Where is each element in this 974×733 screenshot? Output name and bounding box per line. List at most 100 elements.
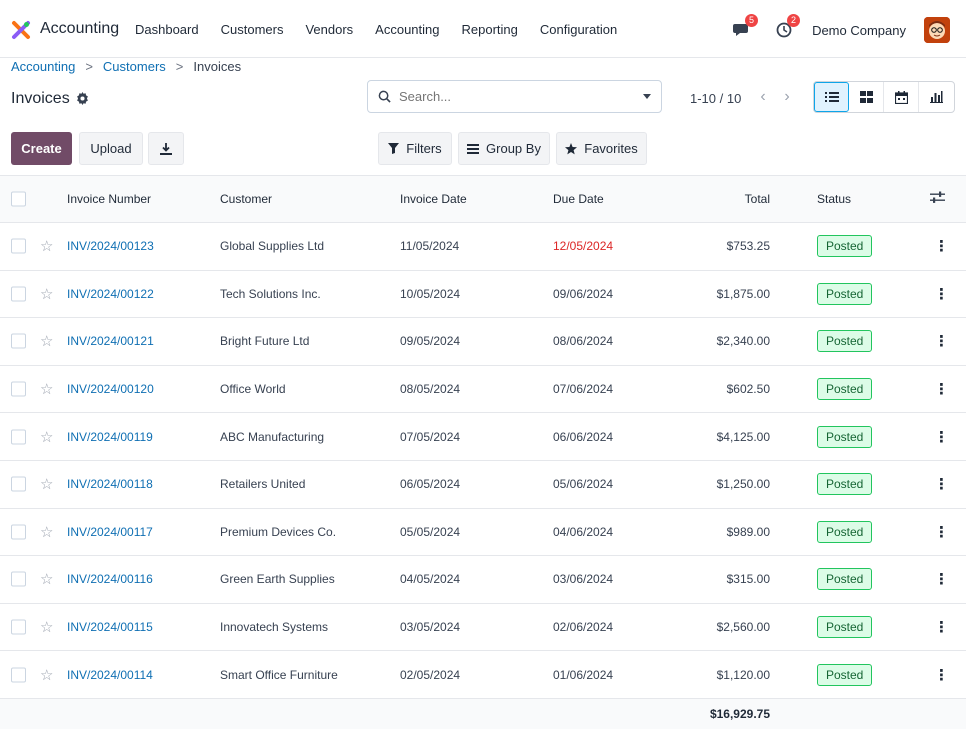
row-actions-kebab-icon[interactable]: ⋮ (934, 619, 949, 637)
table-row[interactable]: ☆ INV/2024/00115 Innovatech Systems 03/05/2… (0, 604, 966, 652)
table-row[interactable]: ☆ INV/2024/00121 Bright Future Ltd 09/05/20… (0, 318, 966, 366)
table-row[interactable]: ☆ INV/2024/00118 Retailers United 06/05/202… (0, 461, 966, 509)
table-row[interactable]: ☆ INV/2024/00114 Smart Office Furniture 02/… (0, 651, 966, 699)
row-actions-kebab-icon[interactable]: ⋮ (934, 571, 949, 589)
menu-vendors[interactable]: Vendors (305, 22, 354, 37)
row-actions-kebab-icon[interactable]: ⋮ (934, 666, 949, 684)
due-date: 04/06/2024 (553, 524, 614, 539)
group-by-label: Group By (486, 141, 541, 156)
table-row[interactable]: ☆ INV/2024/00116 Green Earth Supplies 04/05… (0, 556, 966, 604)
company-switcher[interactable]: Demo Company (812, 22, 906, 38)
row-actions-kebab-icon[interactable]: ⋮ (934, 523, 949, 541)
invoice-number[interactable]: INV/2024/00120 (67, 382, 154, 397)
header-invoice-date[interactable]: Invoice Date (400, 192, 467, 206)
status-badge: Posted (817, 378, 873, 401)
invoice-date: 09/05/2024 (400, 334, 461, 349)
row-checkbox[interactable] (11, 476, 26, 492)
row-checkbox[interactable] (11, 524, 26, 540)
download-icon (160, 142, 172, 155)
status-badge: Posted (817, 568, 873, 591)
table-row[interactable]: ☆ INV/2024/00120 Office World 08/05/2024 07/… (0, 366, 966, 414)
star-icon[interactable]: ☆ (40, 666, 54, 684)
row-checkbox[interactable] (11, 238, 26, 254)
app-name[interactable]: Accounting (40, 20, 120, 37)
search-options-caret-icon[interactable] (643, 94, 651, 99)
user-face-icon (924, 17, 950, 43)
star-icon[interactable]: ☆ (40, 619, 54, 637)
row-actions-kebab-icon[interactable]: ⋮ (934, 238, 949, 256)
row-checkbox[interactable] (11, 619, 26, 635)
breadcrumb-customers[interactable]: Customers (102, 59, 166, 74)
header-customer[interactable]: Customer (220, 192, 273, 206)
invoice-date: 06/05/2024 (400, 477, 461, 492)
star-icon[interactable]: ☆ (40, 381, 54, 399)
invoice-number[interactable]: INV/2024/00123 (67, 239, 154, 254)
menu-dashboard[interactable]: Dashboard (135, 22, 199, 37)
messages-button[interactable]: 5 (728, 14, 759, 44)
user-avatar[interactable] (924, 17, 950, 43)
menu-customers[interactable]: Customers (220, 22, 284, 37)
invoice-number[interactable]: INV/2024/00118 (67, 477, 153, 492)
pager-value[interactable]: 1-10 / 10 (690, 91, 742, 106)
menu-accounting[interactable]: Accounting (375, 22, 440, 37)
search-input[interactable] (399, 89, 619, 104)
invoice-number[interactable]: INV/2024/00121 (67, 334, 154, 349)
row-actions-kebab-icon[interactable]: ⋮ (934, 476, 949, 494)
invoice-number[interactable]: INV/2024/00122 (67, 286, 154, 301)
invoice-number[interactable]: INV/2024/00116 (67, 572, 153, 587)
filters-button[interactable]: Filters (378, 132, 452, 165)
header-status[interactable]: Status (817, 192, 852, 206)
star-icon[interactable]: ☆ (40, 333, 54, 351)
row-actions-kebab-icon[interactable]: ⋮ (934, 333, 949, 351)
row-actions-kebab-icon[interactable]: ⋮ (934, 428, 949, 446)
star-icon[interactable]: ☆ (40, 571, 54, 589)
kanban-view-button[interactable] (849, 82, 884, 112)
list-view-button[interactable] (814, 82, 849, 112)
graph-view-button[interactable] (919, 82, 954, 112)
invoice-number[interactable]: INV/2024/00119 (67, 429, 153, 444)
row-actions-kebab-icon[interactable]: ⋮ (934, 381, 949, 399)
table-row[interactable]: ☆ INV/2024/00122 Tech Solutions Inc. 10/05/… (0, 271, 966, 319)
menu-reporting[interactable]: Reporting (461, 22, 518, 37)
status-badge: Posted (817, 330, 873, 353)
favorites-button[interactable]: Favorites (556, 132, 647, 165)
star-icon[interactable]: ☆ (40, 428, 54, 446)
group-by-button[interactable]: Group By (458, 132, 550, 165)
row-checkbox[interactable] (11, 381, 26, 397)
calendar-view-button[interactable] (884, 82, 919, 112)
breadcrumb-accounting[interactable]: Accounting (11, 59, 76, 74)
invoice-date: 11/05/2024 (400, 239, 460, 254)
row-checkbox[interactable] (11, 429, 26, 445)
header-invoice-number[interactable]: Invoice Number (67, 192, 152, 206)
row-checkbox[interactable] (11, 286, 26, 302)
star-icon[interactable]: ☆ (40, 285, 54, 303)
create-button[interactable]: Create (11, 132, 72, 165)
header-due-date[interactable]: Due Date (553, 192, 604, 206)
table-row[interactable]: ☆ INV/2024/00123 Global Supplies Ltd 11/05/… (0, 223, 966, 271)
row-checkbox[interactable] (11, 333, 26, 349)
search-bar[interactable] (367, 80, 662, 113)
star-icon[interactable]: ☆ (40, 238, 54, 256)
table-row[interactable]: ☆ INV/2024/00117 Premium Devices Co. 05/05/… (0, 509, 966, 557)
search-icon (378, 90, 391, 103)
header-total[interactable]: Total (744, 192, 770, 206)
invoice-number[interactable]: INV/2024/00117 (67, 524, 153, 539)
table-row[interactable]: ☆ INV/2024/00119 ABC Manufacturing 07/05/20… (0, 413, 966, 461)
menu-configuration[interactable]: Configuration (539, 22, 618, 37)
row-checkbox[interactable] (11, 571, 26, 587)
activities-button[interactable]: 2 (770, 14, 801, 44)
gear-icon[interactable] (76, 92, 89, 105)
star-icon[interactable]: ☆ (40, 523, 54, 541)
download-button[interactable] (148, 132, 184, 165)
select-all-checkbox[interactable] (11, 191, 26, 207)
row-actions-kebab-icon[interactable]: ⋮ (934, 285, 949, 303)
invoice-number[interactable]: INV/2024/00114 (67, 667, 153, 682)
pager-next-icon[interactable]: › (784, 88, 790, 105)
pager-previous-icon[interactable]: ‹ (760, 88, 766, 105)
app-logo-icon[interactable] (11, 20, 31, 40)
optional-columns-icon[interactable] (930, 191, 945, 207)
upload-button[interactable]: Upload (79, 132, 143, 165)
row-checkbox[interactable] (11, 667, 26, 683)
invoice-number[interactable]: INV/2024/00115 (67, 620, 153, 635)
star-icon[interactable]: ☆ (40, 476, 54, 494)
